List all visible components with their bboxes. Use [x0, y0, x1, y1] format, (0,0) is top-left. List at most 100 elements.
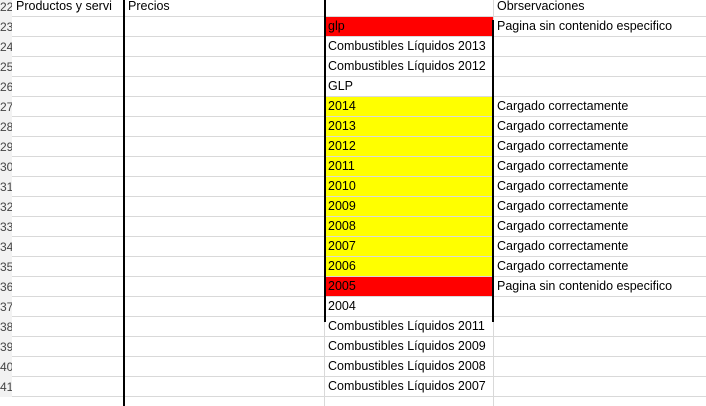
row-number[interactable]: 24 — [0, 37, 12, 57]
cell-b[interactable] — [124, 377, 324, 397]
cell-d[interactable]: Pagina sin contenido especifico — [493, 277, 706, 297]
cell-b[interactable] — [124, 357, 324, 377]
cell-a[interactable] — [12, 317, 124, 337]
cell-d[interactable]: Cargado correctamente — [493, 97, 706, 117]
cell-a[interactable] — [12, 337, 124, 357]
cell-d[interactable] — [493, 77, 706, 97]
cell-a[interactable] — [12, 97, 124, 117]
cell-b[interactable]: Precios — [124, 0, 324, 17]
cell-b[interactable] — [124, 317, 324, 337]
cell-b[interactable] — [124, 77, 324, 97]
cell-c[interactable]: 2012 — [324, 137, 493, 157]
cell-d[interactable] — [493, 297, 706, 317]
cell-d[interactable] — [493, 57, 706, 77]
cell-d[interactable]: Cargado correctamente — [493, 117, 706, 137]
cell-a[interactable] — [12, 57, 124, 77]
cell-a[interactable] — [12, 77, 124, 97]
row-number[interactable]: 25 — [0, 57, 12, 77]
cell-a[interactable] — [12, 137, 124, 157]
cell-c[interactable]: 2014 — [324, 97, 493, 117]
cell-c[interactable]: Combustibles Líquidos 2008 — [324, 357, 493, 377]
row-number[interactable]: 39 — [0, 337, 12, 357]
cell-d[interactable]: Cargado correctamente — [493, 197, 706, 217]
row-number[interactable]: 26 — [0, 77, 12, 97]
cell-b[interactable] — [124, 17, 324, 37]
row-number[interactable]: 36 — [0, 277, 12, 297]
cell-d[interactable]: Cargado correctamente — [493, 177, 706, 197]
cell-b[interactable] — [124, 277, 324, 297]
cell-a[interactable] — [12, 197, 124, 217]
row-number[interactable]: 38 — [0, 317, 12, 337]
cell-c[interactable]: Combustibles Líquidos 2007 — [324, 377, 493, 397]
row-number[interactable]: 29 — [0, 137, 12, 157]
row-number[interactable]: 30 — [0, 157, 12, 177]
cell-c[interactable]: glp — [324, 17, 493, 37]
cell-b[interactable] — [124, 157, 324, 177]
row-number[interactable]: 28 — [0, 117, 12, 137]
cell-c[interactable]: 2011 — [324, 157, 493, 177]
cell-d[interactable]: Cargado correctamente — [493, 137, 706, 157]
cell-b[interactable] — [124, 177, 324, 197]
cell-a[interactable] — [12, 257, 124, 277]
row-number[interactable]: 22 — [0, 0, 12, 17]
cell-a[interactable] — [12, 237, 124, 257]
cell-b[interactable] — [124, 117, 324, 137]
row-number[interactable]: 32 — [0, 197, 12, 217]
cell-a[interactable] — [12, 37, 124, 57]
cell-a[interactable]: Productos y servi — [12, 0, 124, 17]
cell-c[interactable]: GLP — [324, 77, 493, 97]
cell-a[interactable] — [12, 277, 124, 297]
cell-d[interactable]: Cargado correctamente — [493, 157, 706, 177]
cell-a[interactable] — [12, 157, 124, 177]
cell-c[interactable]: 2007 — [324, 237, 493, 257]
row-number[interactable]: 37 — [0, 297, 12, 317]
cell-d[interactable]: Cargado correctamente — [493, 217, 706, 237]
cell-d[interactable]: Obrservaciones — [493, 0, 706, 17]
cell-a[interactable] — [12, 357, 124, 377]
cell-c[interactable]: 2004 — [324, 297, 493, 317]
cell-a[interactable] — [12, 377, 124, 397]
cell-a[interactable] — [12, 17, 124, 37]
cell-d[interactable]: Cargado correctamente — [493, 257, 706, 277]
cell-c[interactable]: Combustibles Líquidos 2013 — [324, 37, 493, 57]
cell-c[interactable]: 2013 — [324, 117, 493, 137]
cell-a[interactable] — [12, 217, 124, 237]
cell-b[interactable] — [124, 217, 324, 237]
cell-d[interactable] — [493, 357, 706, 377]
cell-c[interactable]: Combustibles Líquidos 2012 — [324, 57, 493, 77]
row-number[interactable]: 27 — [0, 97, 12, 117]
cell-b[interactable] — [124, 137, 324, 157]
cell-c[interactable]: 2008 — [324, 217, 493, 237]
cell-c[interactable]: 2005 — [324, 277, 493, 297]
row-number[interactable]: 34 — [0, 237, 12, 257]
cell-b[interactable] — [124, 197, 324, 217]
cell-c[interactable]: 2009 — [324, 197, 493, 217]
row-number[interactable]: 31 — [0, 177, 12, 197]
cell-c[interactable]: Combustibles Líquidos 2011 — [324, 317, 493, 337]
cell-b[interactable] — [124, 37, 324, 57]
row-number[interactable]: 41 — [0, 377, 12, 397]
cell-a[interactable] — [12, 297, 124, 317]
cell-c[interactable] — [324, 0, 493, 17]
cell-d[interactable]: Cargado correctamente — [493, 237, 706, 257]
cell-a[interactable] — [12, 177, 124, 197]
row-number[interactable]: 40 — [0, 357, 12, 377]
cell-d[interactable] — [493, 337, 706, 357]
row-number[interactable]: 23 — [0, 17, 12, 37]
cell-c[interactable]: 2006 — [324, 257, 493, 277]
cell-b[interactable] — [124, 97, 324, 117]
cell-d[interactable] — [493, 37, 706, 57]
cell-b[interactable] — [124, 57, 324, 77]
cell-d[interactable] — [493, 377, 706, 397]
cell-d[interactable]: Pagina sin contenido especifico — [493, 17, 706, 37]
row-number[interactable]: 33 — [0, 217, 12, 237]
cell-a[interactable] — [12, 117, 124, 137]
cell-c[interactable]: Combustibles Líquidos 2009 — [324, 337, 493, 357]
cell-b[interactable] — [124, 257, 324, 277]
cell-b[interactable] — [124, 337, 324, 357]
cell-d[interactable] — [493, 317, 706, 337]
cell-b[interactable] — [124, 297, 324, 317]
cell-b[interactable] — [124, 237, 324, 257]
cell-c[interactable]: 2010 — [324, 177, 493, 197]
row-number[interactable]: 35 — [0, 257, 12, 277]
